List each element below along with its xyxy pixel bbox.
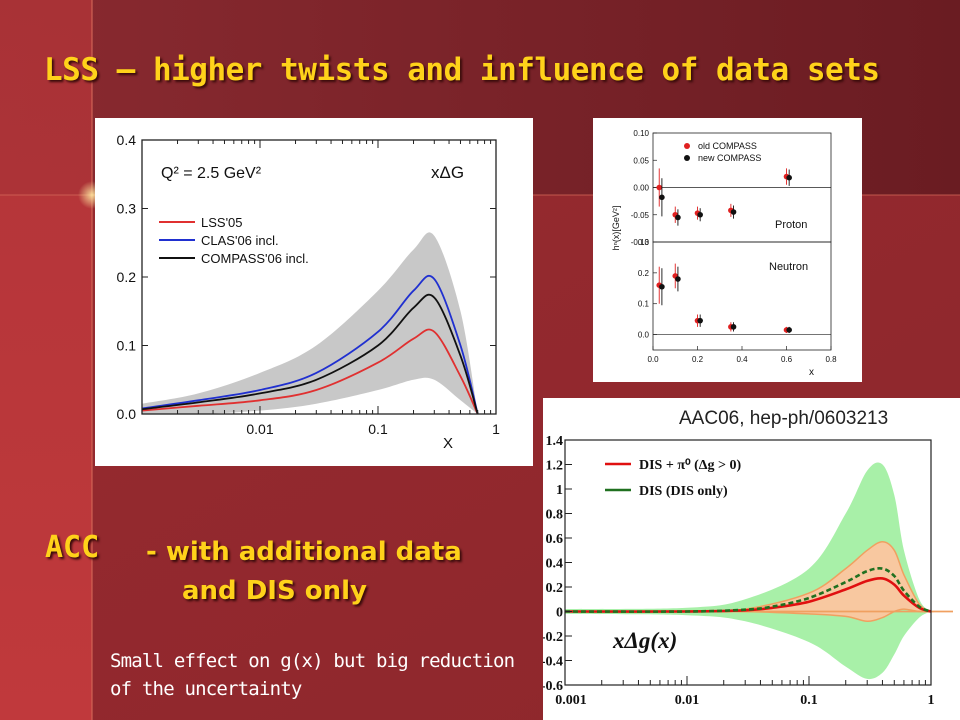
slide-title: LSS – higher twists and influence of dat… — [44, 52, 880, 88]
higher-twist-x-tick-label: 0.8 — [825, 355, 837, 364]
aac06-y-tick-label: 0.2 — [546, 581, 564, 596]
higher-twist-x-tick-label: 0.0 — [647, 355, 659, 364]
lss-x-tick-label: 1 — [492, 421, 500, 437]
higher-twist-chart-background — [593, 118, 862, 382]
aac06-band-0 — [565, 462, 931, 680]
higher-twist-point — [697, 211, 703, 218]
aac06-y-tick-label: -0.6 — [543, 679, 563, 694]
higher-twist-legend-marker — [684, 143, 690, 149]
aac06-x-tick-label: 0.01 — [675, 693, 700, 708]
lss-legend-label: CLAS'06 incl. — [201, 233, 279, 248]
aac06-y-tick-label: 0.4 — [546, 557, 564, 572]
higher-twist-point — [786, 174, 792, 181]
higher-twist-x-tick-label: 0.6 — [781, 355, 793, 364]
higher-twist-point — [730, 324, 737, 330]
aac06-y-tick-label: 1.2 — [546, 459, 564, 474]
aac06-x-tick-label: 0.1 — [800, 693, 818, 708]
note-line2: of the uncertainty — [110, 678, 302, 700]
panel-label-neutron: Neutron — [769, 261, 808, 273]
note-line1: Small effect on g(x) but big reduction — [110, 650, 515, 672]
higher-twist-y-tick-label: 0.05 — [633, 156, 649, 165]
higher-twist-point — [675, 214, 681, 221]
panel-label-proton: Proton — [775, 219, 807, 231]
acc-description-line2: and DIS only — [182, 576, 367, 606]
lss-uncertainty-band — [142, 232, 478, 415]
aac06-title: AAC06, hep-ph/0603213 — [679, 408, 888, 429]
higher-twist-x-tick-label: 0.2 — [692, 355, 704, 364]
higher-twist-point — [659, 283, 665, 290]
lss-series-line-2 — [141, 293, 479, 415]
higher-twist-y-tick-label: 0.1 — [638, 300, 650, 309]
higher-twist-y-tick-label: 0.0 — [638, 331, 650, 340]
aac06-series-line-1 — [564, 567, 932, 613]
lss-y-tick-label: 0.4 — [117, 132, 137, 148]
higher-twist-y-tick-label: -0.05 — [631, 211, 650, 220]
lss-y-tick-label: 0.3 — [117, 201, 137, 217]
higher-twist-point — [656, 184, 663, 191]
higher-twist-y-tick-label: 0.00 — [633, 184, 649, 193]
higher-twist-ylabel: hⁿ(x)[GeV²] — [611, 206, 621, 251]
higher-twist-legend-label: new COMPASS — [698, 153, 761, 163]
aac06-legend-label: DIS + π⁰ (Δg > 0) — [639, 458, 742, 473]
lss-series-line-1 — [141, 274, 479, 415]
higher-twist-point — [675, 276, 681, 282]
aac06-y-tick-label: -0.2 — [543, 630, 563, 645]
lss-quantity-label: xΔG — [431, 163, 464, 182]
aac06-chart: AAC06, hep-ph/0603213 1.4 1.2 1 0.8 0.6 0.4 0.… — [543, 398, 960, 720]
higher-twist-point — [730, 209, 737, 215]
aac06-y-tick-label: 0 — [556, 606, 563, 621]
higher-twist-legend-label: old COMPASS — [698, 141, 757, 151]
lss-chart: 0.0 0.1 0.2 0.3 0.4 0.01 0.1 1 Q² = 2.5 GeV² xΔ… — [95, 118, 533, 466]
higher-twist-y-tick-label: 0.3 — [638, 238, 650, 247]
aac06-y-tick-label: 0.8 — [546, 508, 564, 523]
lss-x-tick-label: 0.01 — [246, 421, 273, 437]
lss-series-line-0 — [141, 328, 479, 415]
higher-twist-y-tick-label: 0.2 — [638, 269, 650, 278]
higher-twist-point — [697, 317, 703, 324]
acc-description-line1: - with additional data — [146, 537, 462, 567]
higher-twist-chart: -0.10 -0.05 0.00 0.05 0.10 0.0 0.1 0.2 0.3 0.0 0.2… — [593, 118, 862, 382]
aac06-legend-label: DIS (DIS only) — [639, 484, 728, 499]
aac06-series-line-0 — [564, 576, 932, 613]
aac06-y-tick-label: -0.4 — [543, 655, 563, 670]
aac06-y-tick-label: 1 — [556, 483, 563, 498]
lss-y-tick-label: 0.1 — [117, 338, 137, 354]
aac06-x-tick-label: 1 — [928, 693, 935, 708]
lss-annotation: Q² = 2.5 GeV² — [161, 165, 262, 182]
higher-twist-xlabel: x — [809, 367, 814, 378]
lss-legend-label: LSS'05 — [201, 215, 243, 230]
lss-legend-label: COMPASS'06 incl. — [201, 251, 309, 266]
higher-twist-y-tick-label: -0.10 — [631, 238, 650, 247]
acc-heading: ACC — [45, 530, 100, 565]
higher-twist-point — [659, 194, 665, 201]
higher-twist-legend-marker — [684, 155, 690, 161]
higher-twist-y-tick-label: 0.10 — [633, 129, 649, 138]
higher-twist-point — [786, 327, 792, 333]
lss-y-tick-label: 0.0 — [117, 406, 137, 422]
higher-twist-x-tick-label: 0.4 — [736, 355, 748, 364]
aac06-y-tick-label: 1.4 — [546, 434, 564, 449]
lss-y-tick-label: 0.2 — [117, 269, 137, 285]
aac06-x-tick-label: 0.001 — [555, 693, 587, 708]
lss-xlabel: X — [443, 435, 453, 452]
aac06-y-tick-label: 0.6 — [546, 532, 564, 547]
lss-x-tick-label: 0.1 — [368, 421, 388, 437]
aac06-quantity-label: xΔg(x) — [612, 628, 677, 653]
